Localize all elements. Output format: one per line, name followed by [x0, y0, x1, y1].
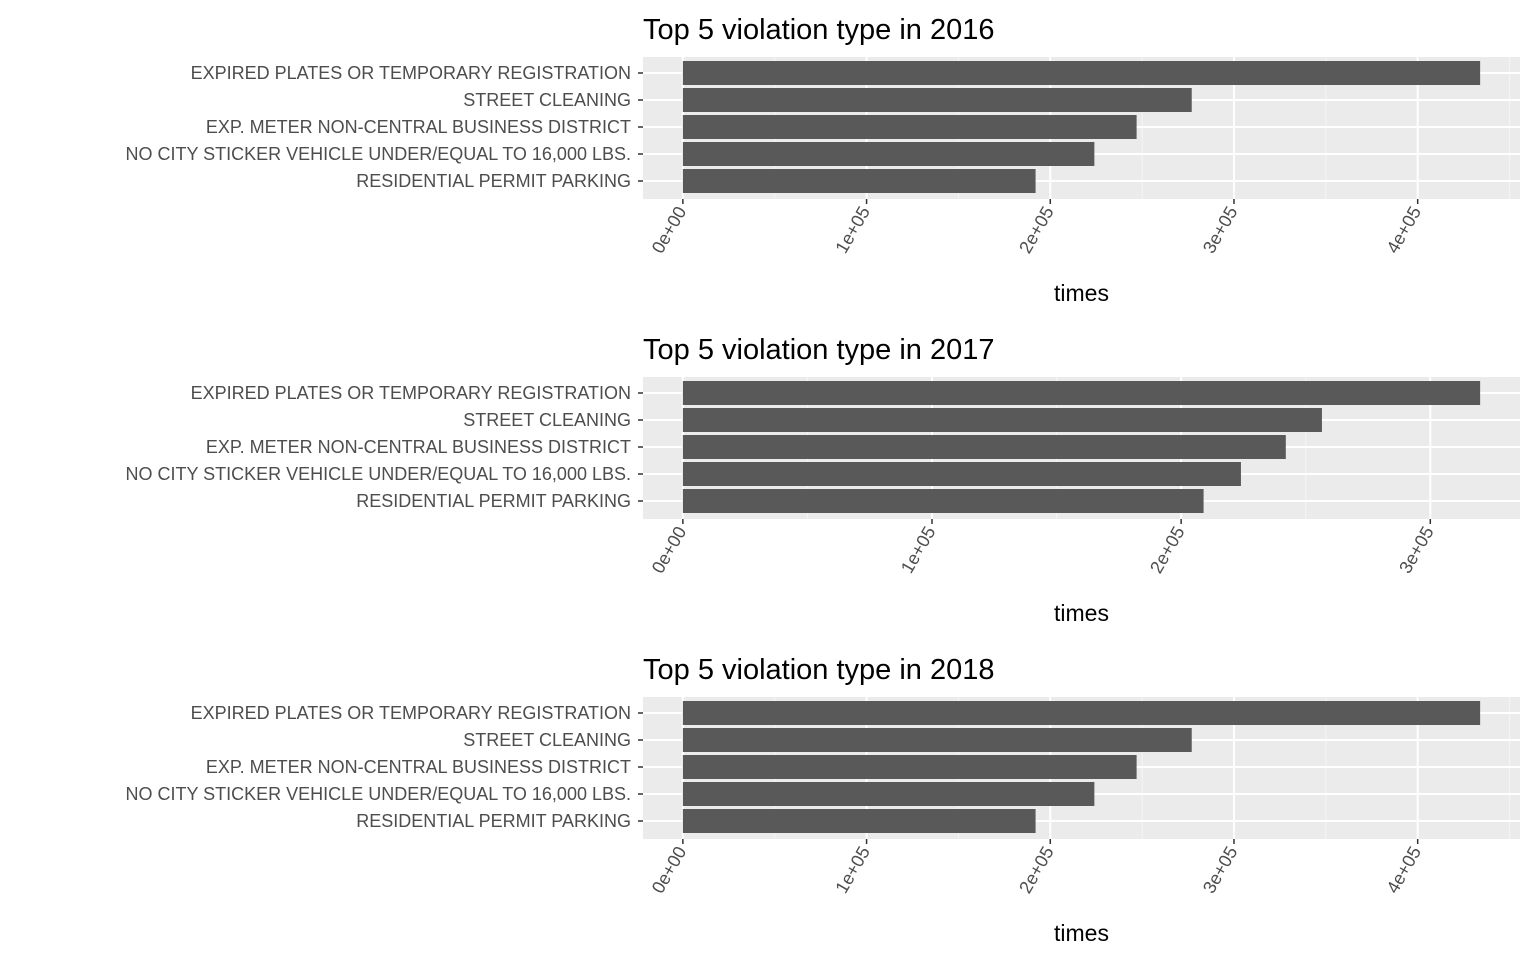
- bar: [682, 782, 1095, 806]
- bar: [682, 489, 1204, 513]
- x-tick-label: 1e+05: [831, 843, 874, 897]
- chart-title: Top 5 violation type in 2017: [643, 334, 994, 366]
- category-label: STREET CLEANING: [463, 410, 631, 430]
- category-label: EXP. METER NON-CENTRAL BUSINESS DISTRICT: [206, 117, 631, 137]
- bar: [682, 142, 1095, 166]
- x-tick-label: 3e+05: [1199, 843, 1242, 897]
- category-label: NO CITY STICKER VEHICLE UNDER/EQUAL TO 1…: [125, 784, 631, 804]
- x-axis-title: times: [1054, 600, 1109, 626]
- chart-panel-2: EXPIRED PLATES OR TEMPORARY REGISTRATION…: [125, 334, 1520, 626]
- bar: [682, 381, 1481, 405]
- category-label: NO CITY STICKER VEHICLE UNDER/EQUAL TO 1…: [125, 144, 631, 164]
- x-axis-title: times: [1054, 920, 1109, 946]
- x-tick-label: 1e+05: [831, 203, 874, 257]
- category-label: RESIDENTIAL PERMIT PARKING: [356, 811, 631, 831]
- x-tick-label: 2e+05: [1015, 843, 1058, 897]
- category-label: EXPIRED PLATES OR TEMPORARY REGISTRATION: [191, 703, 631, 723]
- category-label: RESIDENTIAL PERMIT PARKING: [356, 491, 631, 511]
- category-label: EXPIRED PLATES OR TEMPORARY REGISTRATION: [191, 383, 631, 403]
- x-tick-label: 2e+05: [1015, 203, 1058, 257]
- bar: [682, 61, 1481, 85]
- x-tick-label: 0e+00: [648, 203, 691, 257]
- category-label: EXP. METER NON-CENTRAL BUSINESS DISTRICT: [206, 757, 631, 777]
- category-label: RESIDENTIAL PERMIT PARKING: [356, 171, 631, 191]
- category-label: STREET CLEANING: [463, 90, 631, 110]
- x-tick-label: 0e+00: [648, 523, 691, 577]
- x-tick-label: 1e+05: [897, 523, 940, 577]
- x-axis-title: times: [1054, 280, 1109, 306]
- bar: [682, 169, 1036, 193]
- bar: [682, 728, 1192, 752]
- chart-title: Top 5 violation type in 2016: [643, 14, 994, 46]
- bar: [682, 809, 1036, 833]
- category-label: EXPIRED PLATES OR TEMPORARY REGISTRATION: [191, 63, 631, 83]
- x-tick-label: 0e+00: [648, 843, 691, 897]
- x-tick-label: 4e+05: [1383, 203, 1426, 257]
- bar: [682, 115, 1137, 139]
- bar: [682, 755, 1137, 779]
- category-label: STREET CLEANING: [463, 730, 631, 750]
- category-label: EXP. METER NON-CENTRAL BUSINESS DISTRICT: [206, 437, 631, 457]
- bar: [682, 435, 1286, 459]
- x-tick-label: 2e+05: [1146, 523, 1189, 577]
- bar: [682, 701, 1481, 725]
- bar: [682, 88, 1192, 112]
- x-tick-label: 3e+05: [1395, 523, 1438, 577]
- category-label: NO CITY STICKER VEHICLE UNDER/EQUAL TO 1…: [125, 464, 631, 484]
- x-tick-label: 3e+05: [1199, 203, 1242, 257]
- bar: [682, 462, 1241, 486]
- chart-panel-3: EXPIRED PLATES OR TEMPORARY REGISTRATION…: [125, 654, 1520, 946]
- x-tick-label: 4e+05: [1383, 843, 1426, 897]
- bar: [682, 408, 1322, 432]
- chart-title: Top 5 violation type in 2018: [643, 654, 994, 686]
- chart-panel-1: EXPIRED PLATES OR TEMPORARY REGISTRATION…: [125, 14, 1520, 306]
